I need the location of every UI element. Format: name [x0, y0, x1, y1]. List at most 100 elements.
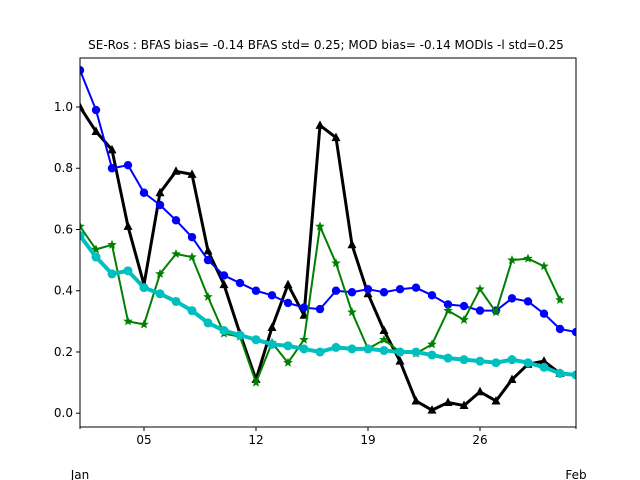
data-point [267, 322, 277, 331]
series-layer [80, 66, 576, 414]
data-point [331, 258, 341, 268]
data-point [379, 334, 389, 344]
data-point [475, 386, 485, 396]
chart-title: SE-Ros : BFAS bias= -0.14 BFAS std= 0.25… [88, 38, 564, 52]
data-point [219, 279, 229, 289]
plot-frame [79, 57, 577, 428]
data-point [379, 345, 389, 355]
data-point [107, 239, 117, 249]
data-point [427, 339, 437, 349]
data-point [331, 342, 341, 352]
data-point [107, 269, 117, 279]
data-point [475, 306, 485, 315]
data-point [171, 296, 181, 306]
y-tick-label: 1.0 [54, 100, 73, 114]
data-point [123, 266, 133, 276]
data-point [395, 347, 405, 357]
data-point [347, 239, 357, 249]
data-point [155, 187, 165, 197]
data-point [539, 309, 549, 318]
data-point [155, 268, 165, 278]
data-point [411, 283, 421, 292]
y-tick-label: 0.0 [54, 406, 73, 420]
data-point [171, 166, 181, 175]
data-point [539, 356, 549, 365]
data-point [123, 221, 133, 230]
data-point [571, 327, 576, 337]
y-tick-label: 0.4 [54, 284, 73, 298]
data-point [459, 314, 469, 324]
data-point [443, 305, 453, 315]
data-point [523, 297, 533, 306]
series-cyan [80, 231, 576, 380]
data-point [315, 304, 325, 314]
data-point [267, 291, 277, 300]
data-point [123, 316, 133, 326]
data-point [475, 356, 485, 366]
data-point [571, 370, 576, 380]
data-point [187, 169, 197, 178]
month-label: Jan [70, 468, 90, 480]
data-point [523, 358, 533, 368]
data-point [187, 306, 197, 316]
data-point [203, 291, 213, 301]
data-point [283, 341, 293, 351]
data-point [411, 347, 421, 357]
data-point [507, 294, 517, 303]
data-point [491, 358, 501, 368]
data-point [219, 271, 229, 280]
month-label: Feb [565, 468, 586, 480]
data-point [347, 344, 357, 354]
data-point [507, 355, 517, 365]
x-tick-label: 19 [360, 433, 375, 447]
data-point [507, 374, 517, 384]
data-point [91, 244, 101, 254]
data-point [315, 347, 325, 357]
data-point [459, 400, 469, 410]
data-point [171, 248, 181, 259]
data-point [299, 334, 309, 344]
data-point [299, 310, 309, 319]
x-tick-label: 12 [248, 433, 263, 447]
data-point [107, 144, 117, 154]
data-point [379, 288, 389, 297]
data-point [491, 395, 501, 405]
data-point [427, 405, 437, 414]
data-point [523, 253, 533, 263]
y-tick-label: 0.2 [54, 345, 73, 359]
data-point [491, 307, 501, 317]
data-point [251, 286, 261, 295]
data-point [555, 294, 565, 304]
data-point [203, 255, 213, 265]
y-tick-label: 0.6 [54, 222, 73, 236]
data-point [331, 286, 341, 295]
data-point [315, 221, 325, 231]
x-tick-label: 26 [472, 433, 487, 447]
data-point [379, 325, 389, 335]
data-point [427, 291, 437, 300]
data-point [331, 132, 341, 142]
data-point [299, 344, 309, 354]
data-point [459, 355, 469, 365]
data-point [139, 188, 149, 197]
data-point [91, 126, 101, 135]
data-point [267, 339, 277, 349]
data-point [91, 105, 101, 115]
data-point [411, 395, 421, 405]
data-point [427, 350, 437, 360]
data-point [443, 397, 453, 406]
data-point [155, 289, 165, 299]
data-point [80, 102, 85, 111]
data-point [203, 245, 213, 255]
data-point [187, 232, 197, 242]
axis-layer: 0.0 0.2 0.4 0.6 0.8 1.0 05 12 19 26 Jan Feb [54, 100, 587, 480]
data-point [507, 255, 517, 265]
data-point [139, 283, 149, 293]
y-tick-label: 0.8 [54, 161, 73, 175]
data-point [80, 231, 85, 241]
data-point [299, 303, 309, 312]
data-point [107, 164, 117, 173]
data-point [539, 261, 549, 271]
